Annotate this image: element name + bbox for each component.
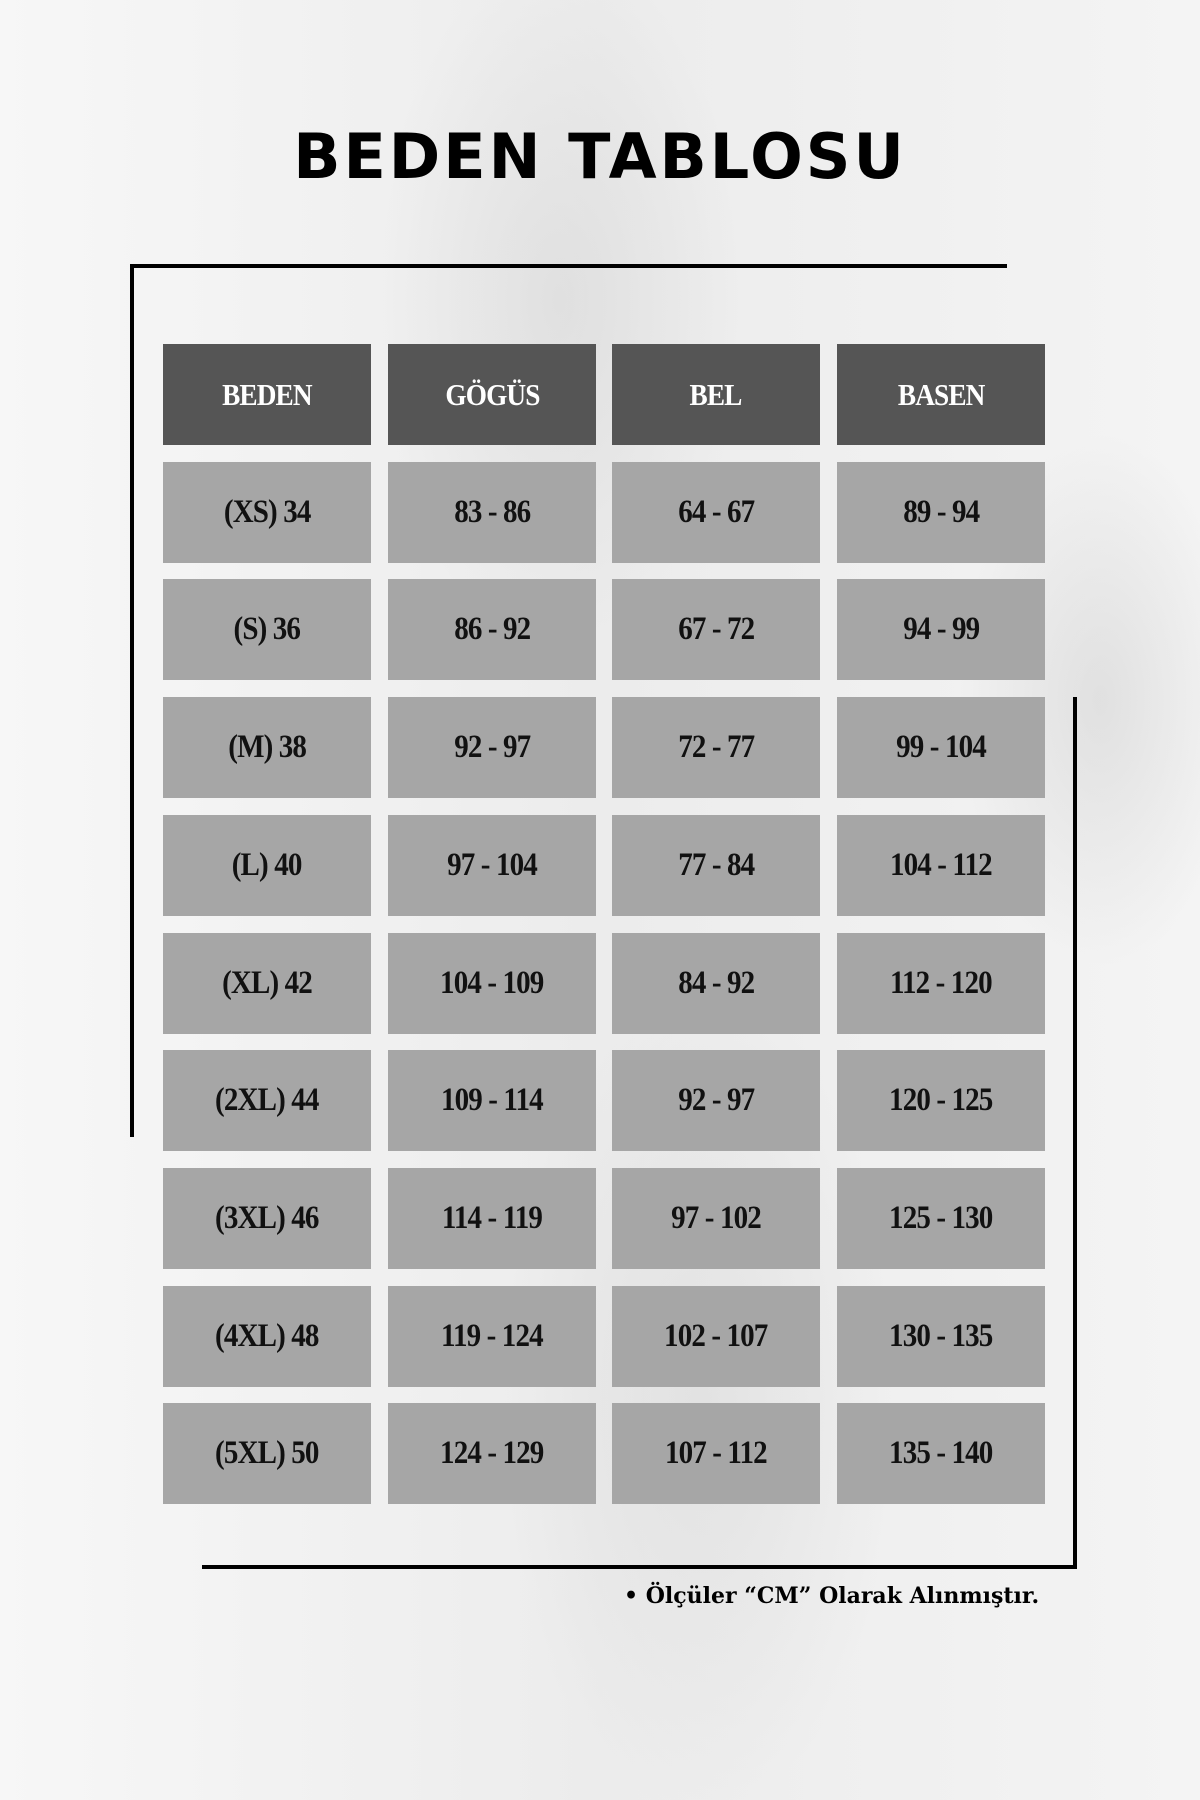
cell-text: 77 - 84 [677, 847, 755, 883]
table-cell: 67 - 72 [612, 579, 820, 680]
cell-text: BEDEN [222, 376, 312, 412]
page-title: BEDEN TABLOSU [293, 120, 907, 193]
cell-text: 83 - 86 [453, 494, 531, 530]
table-cell: 64 - 67 [612, 462, 820, 563]
header-cell: GÖGÜS [388, 344, 596, 445]
cell-text: 125 - 130 [889, 1200, 993, 1236]
footnote: • Ölçüler “CM” Olarak Alınmıştır. [624, 1583, 1040, 1609]
table-cell: (L) 40 [163, 815, 371, 916]
table-cell: (M) 38 [163, 697, 371, 798]
table-cell: 107 - 112 [612, 1403, 820, 1504]
cell-text: (2XL) 44 [215, 1082, 319, 1118]
table-cell: 92 - 97 [388, 697, 596, 798]
cell-text: (5XL) 50 [215, 1435, 319, 1471]
cell-text: 112 - 120 [890, 965, 993, 1001]
cell-text: BASEN [897, 376, 985, 412]
cell-text: 107 - 112 [665, 1435, 768, 1471]
cell-text: 64 - 67 [677, 494, 755, 530]
cell-text: 86 - 92 [453, 611, 531, 647]
cell-text: 114 - 119 [441, 1200, 543, 1236]
cell-text: (M) 38 [228, 729, 307, 765]
cell-text: 135 - 140 [889, 1435, 993, 1471]
frame-top-line [134, 264, 1007, 268]
table-cell: 124 - 129 [388, 1403, 596, 1504]
cell-text: (XS) 34 [223, 494, 311, 530]
header-cell: BASEN [837, 344, 1045, 445]
cell-text: (S) 36 [233, 611, 301, 647]
table-cell: 92 - 97 [612, 1050, 820, 1151]
cell-text: 92 - 97 [453, 729, 531, 765]
cell-text: 92 - 97 [677, 1082, 755, 1118]
table-cell: 104 - 112 [837, 815, 1045, 916]
cell-text: 72 - 77 [677, 729, 755, 765]
table-cell: 109 - 114 [388, 1050, 596, 1151]
table-cell: (4XL) 48 [163, 1286, 371, 1387]
table-cell: 94 - 99 [837, 579, 1045, 680]
cell-text: GÖGÜS [444, 376, 540, 412]
table-cell: (3XL) 46 [163, 1168, 371, 1269]
table-cell: 89 - 94 [837, 462, 1045, 563]
table-cell: 125 - 130 [837, 1168, 1045, 1269]
cell-text: 130 - 135 [889, 1318, 993, 1354]
cell-text: 102 - 107 [664, 1318, 768, 1354]
cell-text: BEL [690, 376, 743, 412]
table-cell: 119 - 124 [388, 1286, 596, 1387]
table-cell: 97 - 102 [612, 1168, 820, 1269]
table-cell: 104 - 109 [388, 933, 596, 1034]
cell-text: 97 - 102 [671, 1200, 762, 1236]
cell-text: (XL) 42 [222, 965, 313, 1001]
header-cell: BEDEN [163, 344, 371, 445]
table-cell: (XL) 42 [163, 933, 371, 1034]
table-cell: (XS) 34 [163, 462, 371, 563]
table-cell: 135 - 140 [837, 1403, 1045, 1504]
cell-text: 67 - 72 [677, 611, 755, 647]
cell-text: 94 - 99 [902, 611, 980, 647]
frame-left-line [130, 264, 134, 1137]
cell-text: 97 - 104 [447, 847, 538, 883]
table-cell: 112 - 120 [837, 933, 1045, 1034]
cell-text: 120 - 125 [889, 1082, 993, 1118]
table-cell: 114 - 119 [388, 1168, 596, 1269]
table-cell: 97 - 104 [388, 815, 596, 916]
table-cell: 86 - 92 [388, 579, 596, 680]
cell-text: 104 - 109 [440, 965, 544, 1001]
cell-text: 99 - 104 [896, 729, 987, 765]
table-cell: (S) 36 [163, 579, 371, 680]
table-cell: 99 - 104 [837, 697, 1045, 798]
table-cell: 77 - 84 [612, 815, 820, 916]
frame-bottom-line [202, 1565, 1077, 1569]
table-cell: 83 - 86 [388, 462, 596, 563]
cell-text: 104 - 112 [890, 847, 993, 883]
cell-text: 119 - 124 [441, 1318, 544, 1354]
table-cell: 102 - 107 [612, 1286, 820, 1387]
cell-text: (L) 40 [232, 847, 303, 883]
frame-right-line [1073, 697, 1077, 1569]
cell-text: 109 - 114 [441, 1082, 544, 1118]
table-cell: (2XL) 44 [163, 1050, 371, 1151]
cell-text: (3XL) 46 [215, 1200, 319, 1236]
cell-text: (4XL) 48 [215, 1318, 319, 1354]
cell-text: 124 - 129 [440, 1435, 544, 1471]
table-cell: 120 - 125 [837, 1050, 1045, 1151]
table-cell: 72 - 77 [612, 697, 820, 798]
cell-text: 89 - 94 [902, 494, 980, 530]
table-cell: 130 - 135 [837, 1286, 1045, 1387]
table-cell: 84 - 92 [612, 933, 820, 1034]
header-cell: BEL [612, 344, 820, 445]
cell-text: 84 - 92 [677, 965, 755, 1001]
table-cell: (5XL) 50 [163, 1403, 371, 1504]
